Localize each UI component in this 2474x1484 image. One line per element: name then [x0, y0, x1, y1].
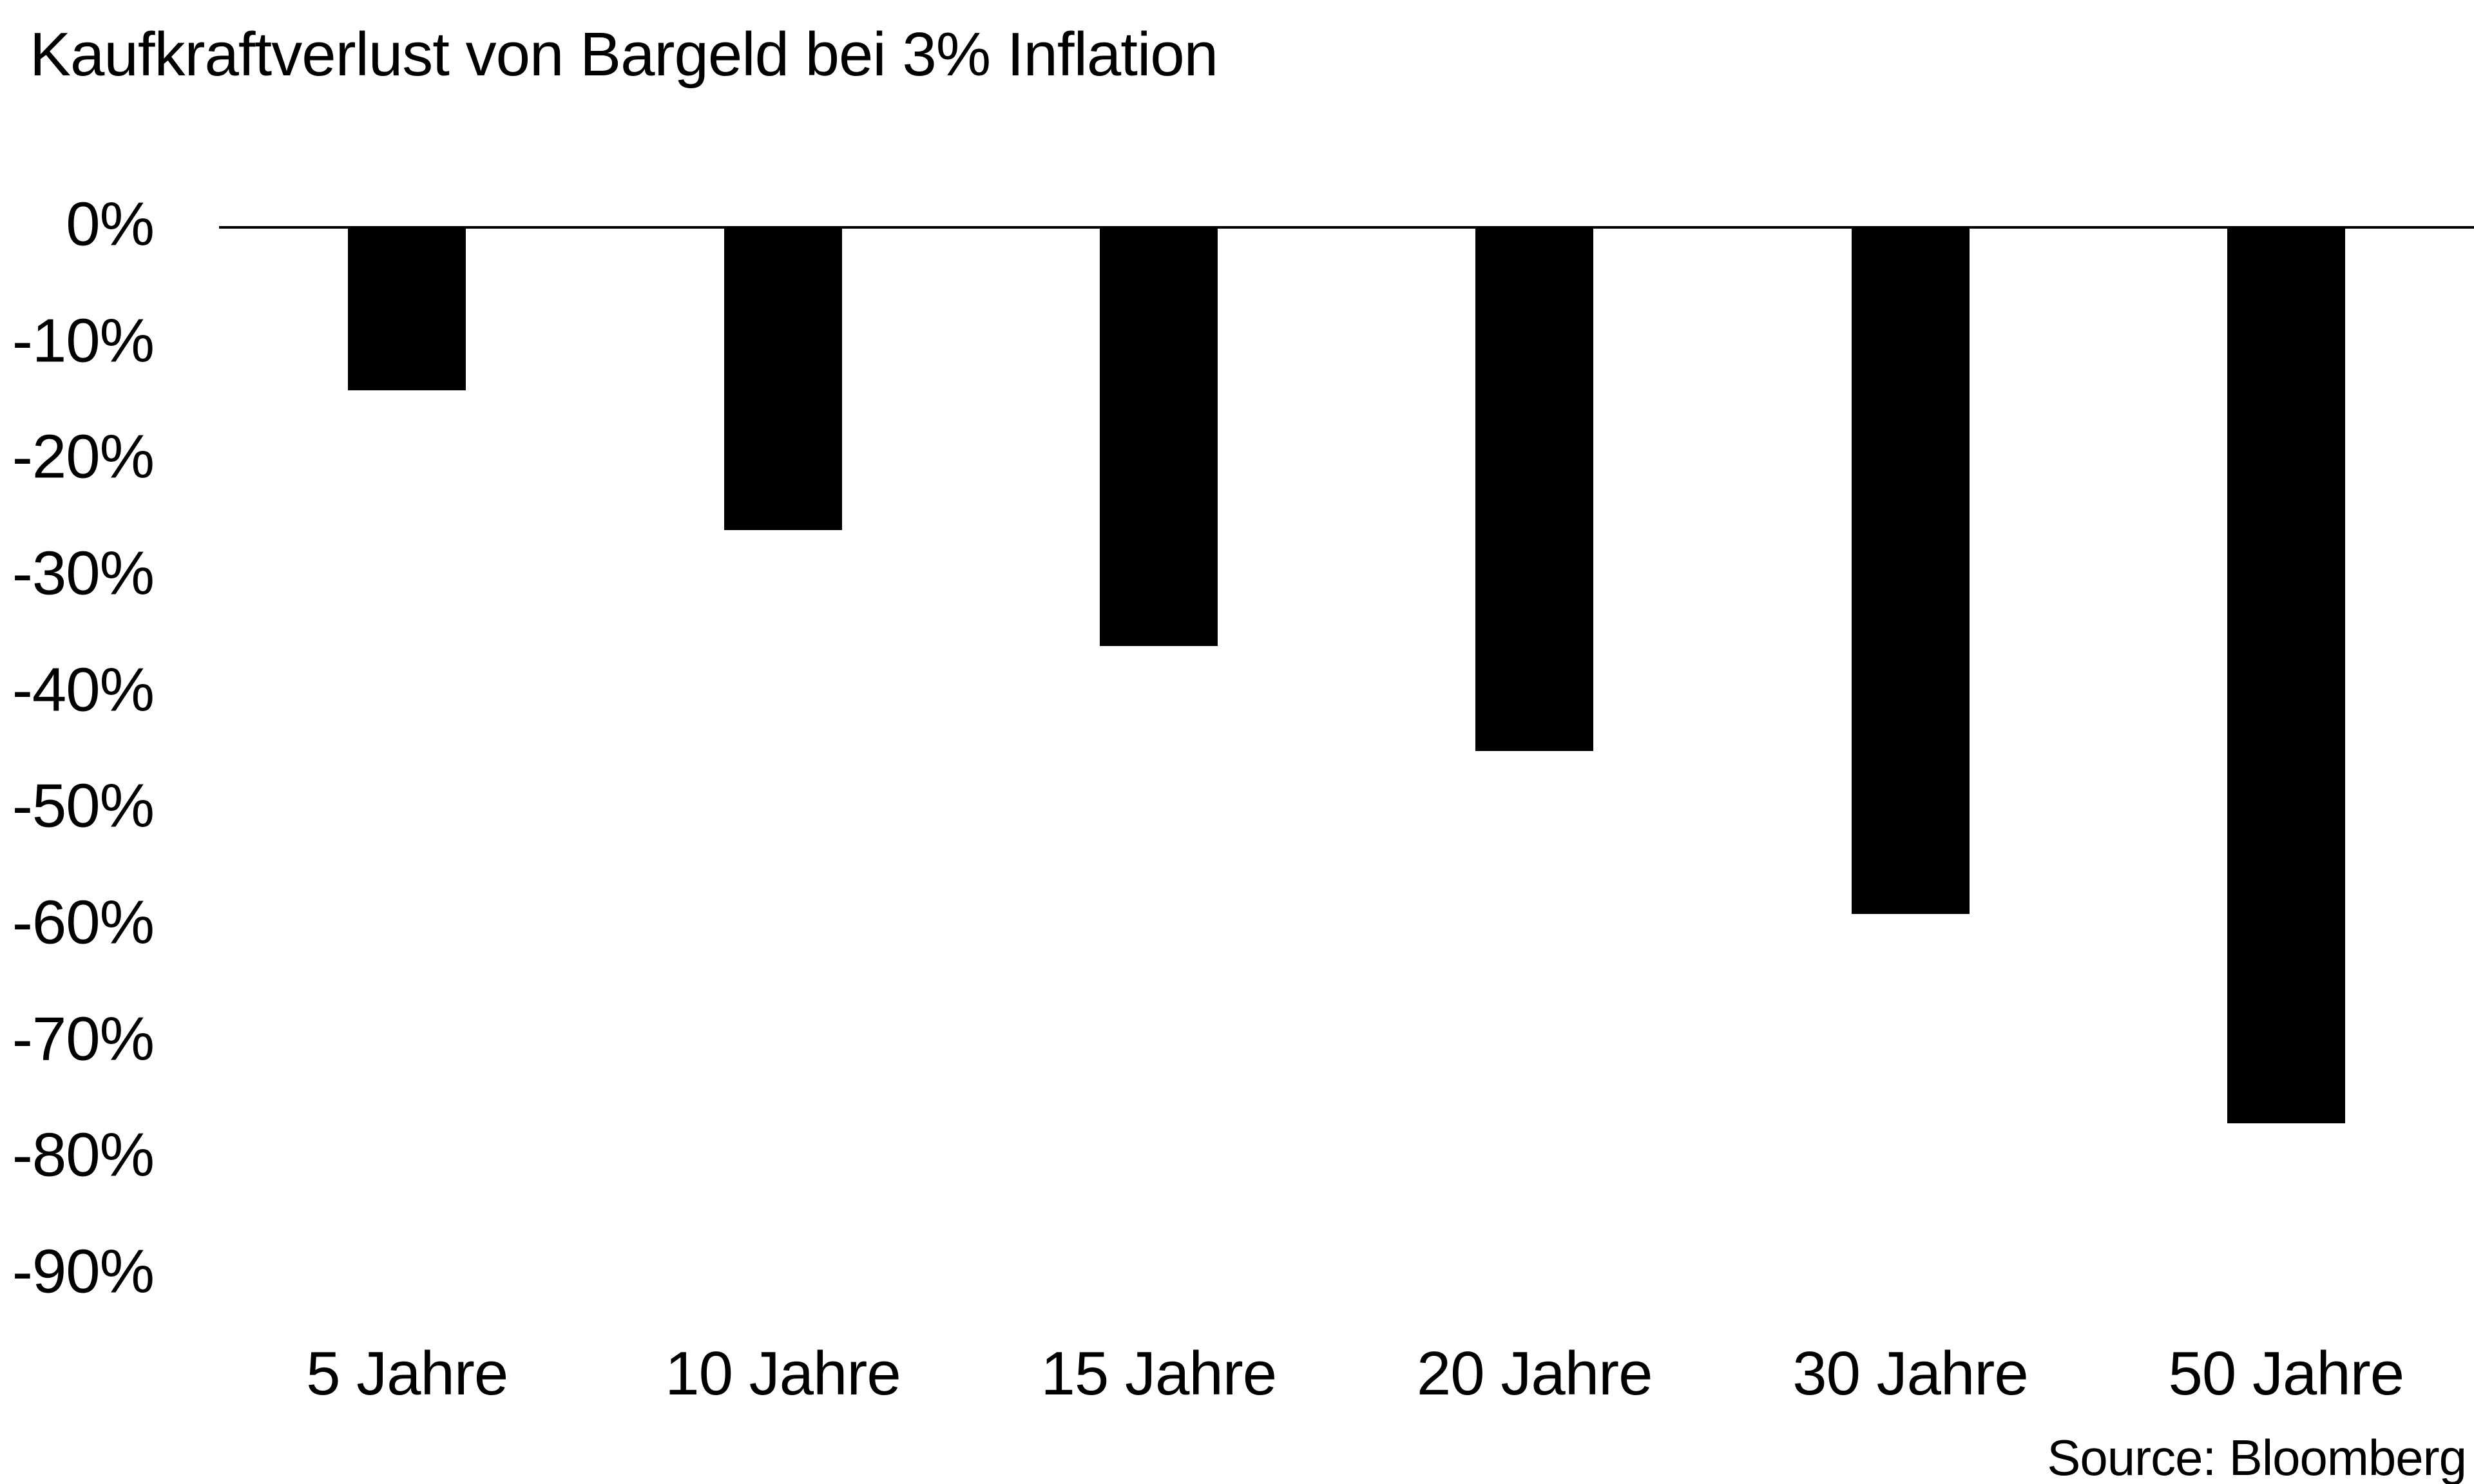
y-tick-label: -70%: [12, 1004, 155, 1074]
source-note: Source: Bloomberg: [2047, 1429, 2467, 1484]
y-tick-label: -80%: [12, 1120, 155, 1190]
x-category-label: 50 Jahre: [2168, 1339, 2405, 1408]
y-tick-label: -40%: [12, 655, 155, 725]
y-tick-label: -90%: [12, 1237, 155, 1306]
bar: [1099, 227, 1218, 647]
x-category-label: 15 Jahre: [1040, 1339, 1278, 1408]
y-tick-label: 0%: [66, 189, 155, 259]
x-category-label: 5 Jahre: [306, 1339, 508, 1408]
bar: [724, 227, 842, 530]
bar: [2227, 227, 2345, 1124]
x-category-label: 30 Jahre: [1792, 1339, 2029, 1408]
chart-title: Kaufkraftverlust von Bargeld bei 3% Infl…: [30, 20, 1218, 89]
bar: [348, 227, 466, 390]
zero-axis-line: [219, 226, 2474, 229]
bar: [1851, 227, 1970, 914]
y-tick-label: -10%: [12, 306, 155, 376]
y-tick-label: -20%: [12, 422, 155, 491]
x-category-label: 20 Jahre: [1416, 1339, 1653, 1408]
y-tick-label: -30%: [12, 538, 155, 608]
y-tick-label: -60%: [12, 888, 155, 957]
y-tick-label: -50%: [12, 771, 155, 841]
x-category-label: 10 Jahre: [665, 1339, 901, 1408]
bar: [1475, 227, 1594, 751]
